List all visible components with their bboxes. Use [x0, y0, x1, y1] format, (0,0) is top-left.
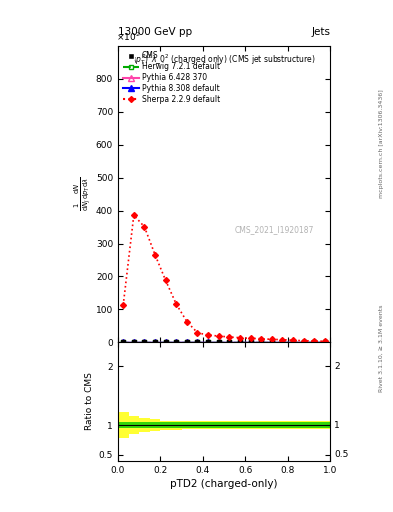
Text: Jets: Jets [311, 27, 330, 37]
Bar [129, 416, 139, 434]
Text: 2: 2 [334, 361, 340, 371]
Bar [224, 422, 235, 428]
Bar [256, 421, 266, 430]
Text: 0.5: 0.5 [334, 451, 349, 459]
Bar [309, 421, 320, 430]
Bar [256, 422, 266, 428]
Text: Rivet 3.1.10, ≥ 3.1M events: Rivet 3.1.10, ≥ 3.1M events [379, 305, 384, 392]
Bar [320, 422, 330, 428]
Text: CMS_2021_I1920187: CMS_2021_I1920187 [235, 225, 314, 234]
Text: $\times 10^2$: $\times 10^2$ [116, 31, 140, 43]
Bar [245, 421, 256, 430]
Bar [192, 421, 203, 430]
Bar [309, 422, 320, 428]
Bar [118, 412, 129, 438]
Text: $(p_T^P)^2\lambda\_0^2$ (charged only) (CMS jet substructure): $(p_T^P)^2\lambda\_0^2$ (charged only) (… [132, 52, 316, 67]
Bar [118, 422, 129, 428]
Bar [203, 422, 213, 428]
Bar [298, 422, 309, 428]
Bar [213, 421, 224, 430]
Y-axis label: Ratio to CMS: Ratio to CMS [86, 373, 94, 431]
Bar [320, 421, 330, 430]
Bar [160, 420, 171, 430]
Bar [150, 422, 160, 428]
Text: 13000 GeV pp: 13000 GeV pp [118, 27, 192, 37]
Bar [266, 421, 277, 430]
Text: 1: 1 [334, 421, 340, 430]
Bar [129, 422, 139, 428]
Bar [150, 419, 160, 431]
Bar [245, 422, 256, 428]
Bar [182, 422, 192, 428]
Bar [139, 418, 150, 432]
X-axis label: pTD2 (charged-only): pTD2 (charged-only) [170, 479, 278, 489]
Text: mcplots.cern.ch [arXiv:1306.3436]: mcplots.cern.ch [arXiv:1306.3436] [379, 89, 384, 198]
Bar [203, 421, 213, 430]
Bar [277, 421, 288, 430]
Bar [298, 421, 309, 430]
Bar [171, 422, 182, 428]
Bar [171, 420, 182, 430]
Bar [288, 421, 298, 430]
Bar [277, 422, 288, 428]
Bar [235, 422, 245, 428]
Bar [192, 422, 203, 428]
Bar [266, 422, 277, 428]
Bar [224, 421, 235, 430]
Bar [235, 421, 245, 430]
Legend: CMS, Herwig 7.2.1 default, Pythia 6.428 370, Pythia 8.308 default, Sherpa 2.2.9 : CMS, Herwig 7.2.1 default, Pythia 6.428 … [120, 48, 223, 107]
Bar [213, 422, 224, 428]
Bar [288, 422, 298, 428]
Bar [139, 422, 150, 428]
Bar [160, 422, 171, 428]
Bar [182, 421, 192, 430]
Y-axis label: $\frac{1}{\mathrm{d}N_J}\frac{\mathrm{d}N}{\mathrm{d}p_T\mathrm{d}\lambda}$: $\frac{1}{\mathrm{d}N_J}\frac{\mathrm{d}… [72, 177, 93, 211]
